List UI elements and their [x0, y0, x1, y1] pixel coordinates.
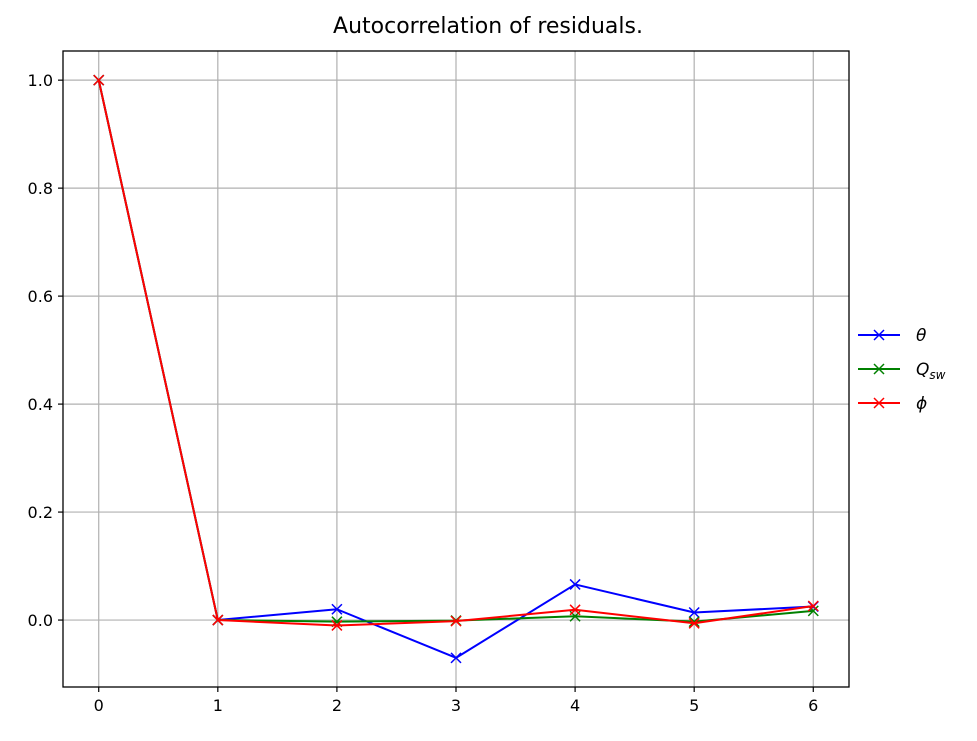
legend-entry: θ: [858, 326, 927, 346]
y-tick-label: 1.0: [28, 71, 53, 90]
data-point: [450, 615, 462, 627]
data-point: [212, 614, 224, 626]
x-tick-label: 0: [94, 696, 104, 715]
data-point: [688, 616, 700, 628]
grid: [63, 51, 849, 687]
y-tick-label: 0.2: [28, 503, 53, 522]
data-point: [807, 600, 819, 612]
legend-label-main: Q: [916, 360, 929, 380]
legend-entry: Qsw: [858, 360, 946, 382]
data-point: [807, 605, 819, 617]
y-tick-label: 0.4: [28, 395, 53, 414]
legend-label-main: θ: [916, 326, 927, 346]
y-tick-label: 0.0: [28, 611, 53, 630]
x-tick-label: 1: [213, 696, 223, 715]
legend-marker: [873, 329, 885, 341]
legend-marker: [873, 397, 885, 409]
x-tick-label: 3: [451, 696, 461, 715]
legend-label-subscript: sw: [929, 368, 945, 382]
legend-label: ϕ: [916, 394, 927, 414]
y-tick-label: 0.6: [28, 287, 53, 306]
legend-marker: [873, 363, 885, 375]
x-tick-label: 5: [689, 696, 699, 715]
x-tick-label: 4: [570, 696, 580, 715]
data-point: [688, 606, 700, 619]
legend-label: Qsw: [916, 360, 946, 382]
x-tick-label: 2: [332, 696, 342, 715]
legend-label-main: ϕ: [916, 394, 927, 414]
data-point: [331, 603, 343, 615]
data-point: [569, 604, 581, 616]
data-point: [450, 652, 462, 664]
series-2: [93, 74, 819, 631]
axis-ticks: 0 1 2 3 4 5 6 0.0 0.2 0.4 0.6 0.8 1.0: [28, 71, 819, 715]
legend-entry: ϕ: [858, 394, 927, 414]
legend-label: θ: [916, 326, 927, 346]
chart-title: Autocorrelation of residuals.: [333, 14, 643, 39]
series-layer: [93, 74, 819, 664]
data-point: [569, 578, 581, 590]
data-point: [331, 619, 343, 631]
y-tick-label: 0.8: [28, 179, 53, 198]
data-point: [93, 74, 105, 86]
data-point: [688, 617, 700, 629]
x-tick-label: 6: [808, 696, 818, 715]
